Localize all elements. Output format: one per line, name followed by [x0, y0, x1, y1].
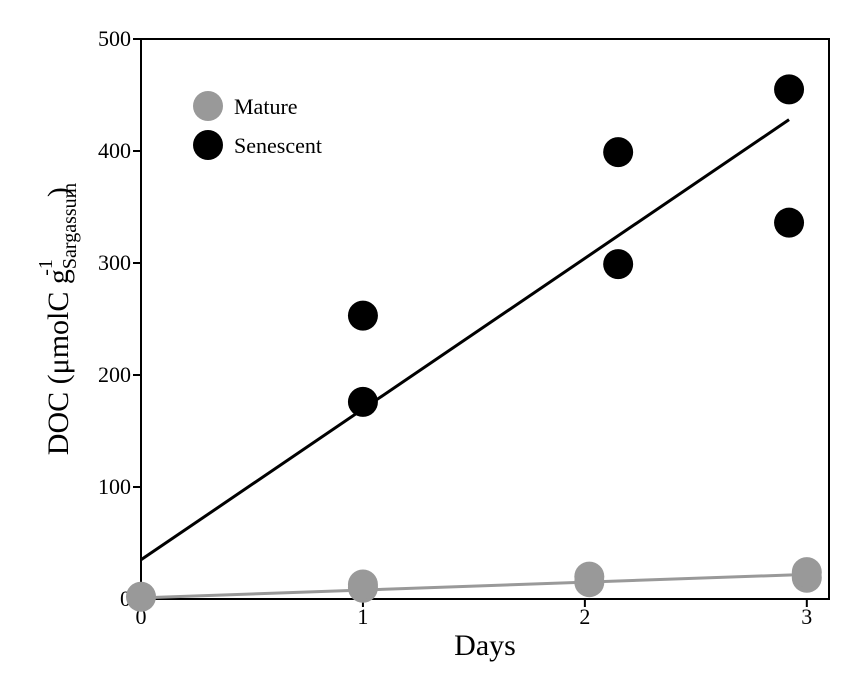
legend-marker-senescent: [193, 130, 223, 160]
x-tick-label: 0: [136, 604, 147, 629]
y-tick-label: 200: [98, 362, 131, 387]
y-axis-label-unit: μmolC g: [42, 269, 75, 374]
y-axis-label-superscript: -1: [35, 259, 57, 276]
y-tick-label: 400: [98, 138, 131, 163]
y-tick-label: 500: [98, 26, 131, 51]
y-tick-label: 100: [98, 474, 131, 499]
legend-label-senescent: Senescent: [234, 133, 322, 158]
point-senescent: [774, 74, 805, 105]
point-senescent: [603, 249, 634, 280]
point-senescent: [603, 137, 634, 168]
y-axis-ticks: 0 100 200 300 400 500: [98, 26, 141, 611]
y-axis-label-subscript: Sargassum: [59, 182, 81, 269]
point-senescent: [347, 386, 378, 417]
point-senescent: [347, 300, 378, 331]
legend-label-mature: Mature: [234, 94, 298, 119]
y-tick-label: 300: [98, 250, 131, 275]
plot-frame: [140, 38, 830, 600]
data-points: [126, 74, 822, 612]
point-mature: [574, 561, 605, 592]
y-axis-label: DOC (μmolC gSargassum-1): [35, 182, 81, 455]
y-axis-label-main: DOC (: [42, 374, 75, 455]
legend: Mature Senescent: [193, 91, 322, 160]
point-mature: [791, 557, 822, 588]
x-tick-label: 3: [801, 604, 812, 629]
x-axis-label: Days: [454, 629, 516, 662]
y-axis-label-close: ): [42, 187, 75, 197]
x-tick-label: 2: [579, 604, 590, 629]
legend-marker-mature: [193, 91, 223, 121]
point-senescent: [774, 207, 805, 238]
fit-line-mature: [140, 572, 807, 600]
point-mature: [347, 569, 378, 600]
point-mature: [126, 581, 156, 612]
y-tick-label: 0: [120, 586, 131, 611]
fit-line-senescent: [140, 118, 790, 562]
x-axis-ticks: 0 1 2 3: [136, 599, 812, 629]
fit-lines: [140, 118, 807, 600]
x-tick-label: 1: [357, 604, 368, 629]
